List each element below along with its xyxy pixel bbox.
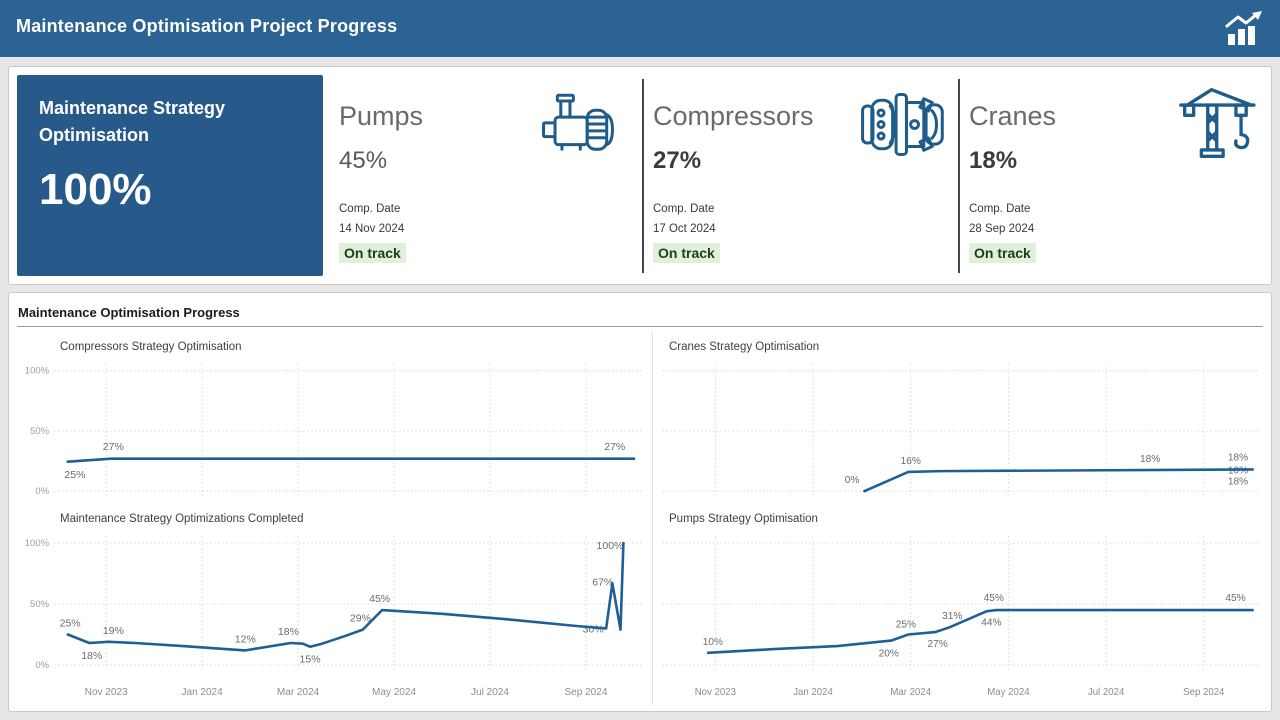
kpi-panel: Maintenance Strategy Optimisation 100% P… — [8, 66, 1272, 285]
svg-text:10%: 10% — [1228, 465, 1248, 476]
svg-text:Mar 2024: Mar 2024 — [890, 687, 931, 698]
comp-date-value: 14 Nov 2024 — [339, 223, 405, 235]
kpi-card-pumps[interactable]: Pumps 45% Comp. Date 14 Nov 2024 On trac… — [331, 75, 643, 276]
line-chart-pumps[interactable]: Nov 2023 Jan 2024 Mar 2024 May 2024 Jul 2024… — [653, 527, 1270, 705]
status-badge: On track — [339, 243, 406, 263]
status-badge: On track — [653, 243, 720, 263]
svg-text:25%: 25% — [896, 619, 916, 630]
chart-cranes-strategy[interactable]: Cranes Strategy Optimisation 0% 16% 18% 18%… — [653, 333, 1270, 505]
comp-date-label: Comp. Date — [653, 203, 715, 215]
svg-text:16%: 16% — [901, 456, 921, 467]
svg-text:27%: 27% — [103, 442, 124, 453]
svg-text:67%: 67% — [592, 576, 613, 588]
svg-text:25%: 25% — [64, 470, 85, 481]
charts-grid: Compressors Strategy Optimisation 0% 50% 1… — [10, 333, 1270, 705]
kpi-card-title: Compressors — [653, 101, 814, 131]
chart-compressors-strategy[interactable]: Compressors Strategy Optimisation 0% 50% 1… — [10, 333, 653, 505]
svg-text:15%: 15% — [300, 654, 321, 666]
bar-chart-trend-icon — [1224, 11, 1264, 46]
svg-text:100%: 100% — [25, 538, 50, 549]
panel-title: Maintenance Optimisation Progress — [18, 305, 240, 320]
kpi-card-title: Cranes — [969, 101, 1057, 131]
svg-text:18%: 18% — [1228, 476, 1248, 487]
svg-text:Nov 2023: Nov 2023 — [695, 687, 737, 698]
line-chart-cranes[interactable]: 0%16% 18% 18%10%18% — [653, 355, 1270, 503]
svg-text:Mar 2024: Mar 2024 — [277, 687, 320, 698]
svg-text:20%: 20% — [879, 648, 899, 659]
svg-text:100%: 100% — [25, 366, 50, 377]
card-divider — [642, 79, 644, 273]
svg-text:27%: 27% — [927, 639, 947, 650]
svg-text:18%: 18% — [278, 626, 299, 638]
svg-text:25%: 25% — [60, 618, 81, 630]
chart-pumps-strategy[interactable]: Pumps Strategy Optimisation Nov 2023 Jan … — [653, 505, 1270, 705]
header-bar: Maintenance Optimisation Project Progres… — [0, 0, 1280, 57]
comp-date-label: Comp. Date — [339, 203, 401, 215]
svg-text:100%: 100% — [597, 540, 624, 552]
kpi-card-value: 45% — [339, 147, 388, 174]
svg-text:50%: 50% — [30, 426, 50, 437]
svg-text:10%: 10% — [703, 637, 723, 648]
svg-text:0%: 0% — [35, 486, 49, 497]
compressor-icon — [859, 91, 947, 163]
kpi-card-cranes[interactable]: Cranes 18% Comp. Date 28 Sep 2024 On tra… — [961, 75, 1265, 276]
svg-text:30%: 30% — [583, 623, 604, 635]
svg-text:12%: 12% — [235, 633, 256, 645]
svg-text:45%: 45% — [369, 593, 390, 605]
panel-separator — [17, 326, 1263, 327]
svg-text:0%: 0% — [845, 475, 860, 486]
comp-date-value: 17 Oct 2024 — [653, 223, 716, 235]
line-chart-maintenance-completed[interactable]: 0% 50% 100% Nov 2023 Jan 2024 Mar 2024 May 202… — [10, 527, 652, 705]
status-badge: On track — [969, 243, 1036, 263]
svg-text:44%: 44% — [981, 617, 1001, 628]
svg-text:0%: 0% — [35, 660, 49, 671]
svg-text:18%: 18% — [1228, 453, 1248, 464]
progress-panel: Maintenance Optimisation Progress Compre… — [8, 292, 1272, 712]
chart-title: Compressors Strategy Optimisation — [60, 341, 242, 353]
svg-text:Jul 2024: Jul 2024 — [1088, 687, 1125, 698]
svg-text:29%: 29% — [350, 613, 371, 625]
comp-date-value: 28 Sep 2024 — [969, 223, 1035, 235]
chart-title: Cranes Strategy Optimisation — [669, 341, 820, 353]
svg-text:May 2024: May 2024 — [372, 687, 416, 698]
svg-text:Jan 2024: Jan 2024 — [793, 687, 833, 698]
crane-icon — [1177, 83, 1259, 168]
svg-text:Jan 2024: Jan 2024 — [181, 687, 223, 698]
svg-text:18%: 18% — [1140, 454, 1160, 465]
kpi-card-value: 100% — [39, 165, 152, 214]
chart-title: Maintenance Strategy Optimizations Compl… — [60, 513, 304, 525]
svg-text:45%: 45% — [984, 593, 1004, 604]
kpi-card-title: Maintenance Strategy Optimisation — [39, 98, 226, 145]
kpi-card-maintenance-strategy[interactable]: Maintenance Strategy Optimisation 100% — [17, 75, 323, 276]
pump-icon — [541, 93, 615, 160]
svg-text:31%: 31% — [942, 611, 962, 622]
svg-text:Sep 2024: Sep 2024 — [565, 687, 608, 698]
card-divider — [958, 79, 960, 273]
kpi-card-value: 18% — [969, 147, 1018, 174]
kpi-card-value: 27% — [653, 147, 702, 174]
svg-text:May 2024: May 2024 — [987, 687, 1030, 698]
line-chart-compressors[interactable]: 0% 50% 100% 25% 27% 27% — [10, 355, 652, 503]
svg-text:Sep 2024: Sep 2024 — [1183, 687, 1225, 698]
svg-text:27%: 27% — [604, 442, 625, 453]
svg-text:19%: 19% — [103, 625, 124, 637]
svg-text:Nov 2023: Nov 2023 — [85, 687, 128, 698]
comp-date-label: Comp. Date — [969, 203, 1031, 215]
kpi-card-title: Pumps — [339, 101, 424, 131]
svg-text:50%: 50% — [30, 599, 50, 610]
svg-text:18%: 18% — [81, 650, 102, 662]
chart-maintenance-completed[interactable]: Maintenance Strategy Optimizations Compl… — [10, 505, 653, 705]
svg-text:45%: 45% — [1225, 593, 1245, 604]
chart-title: Pumps Strategy Optimisation — [669, 513, 818, 525]
kpi-card-compressors[interactable]: Compressors 27% Comp. Date 17 Oct 2024 O… — [645, 75, 959, 276]
svg-text:Jul 2024: Jul 2024 — [471, 687, 509, 698]
page-title: Maintenance Optimisation Project Progres… — [16, 16, 398, 36]
